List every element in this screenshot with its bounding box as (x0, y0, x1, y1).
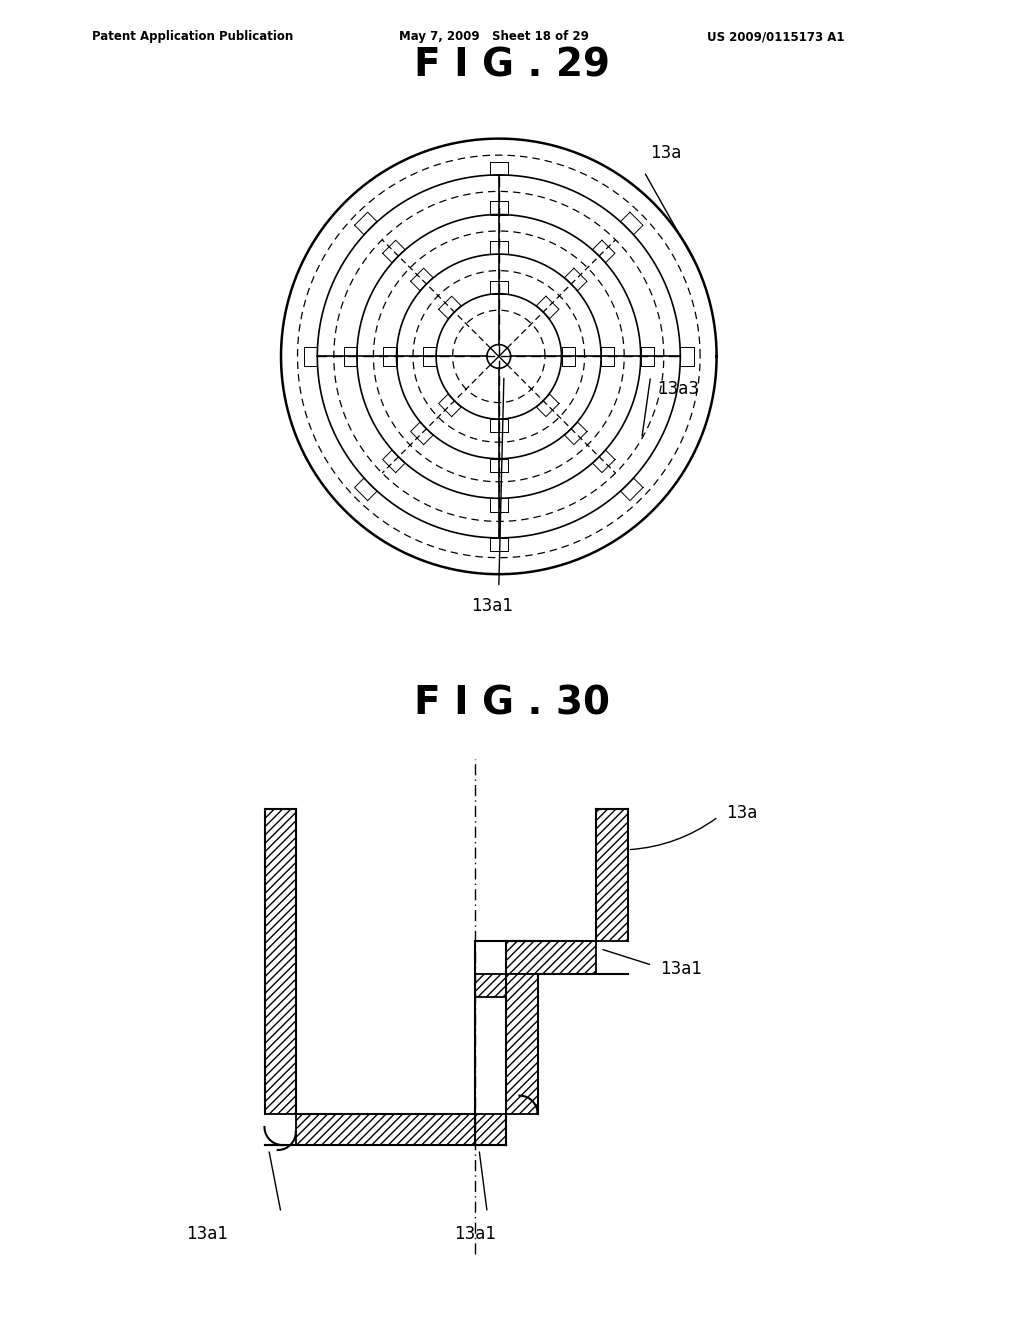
Polygon shape (264, 808, 296, 1114)
Text: US 2009/0115173 A1: US 2009/0115173 A1 (707, 30, 844, 44)
Polygon shape (506, 940, 596, 974)
Text: 13a1: 13a1 (471, 597, 513, 615)
Text: 13a: 13a (650, 144, 682, 162)
Text: F I G . 30: F I G . 30 (414, 685, 610, 723)
Text: 13a: 13a (726, 804, 758, 821)
Text: F I G . 29: F I G . 29 (414, 46, 610, 84)
Text: May 7, 2009   Sheet 18 of 29: May 7, 2009 Sheet 18 of 29 (399, 30, 589, 44)
Text: 13a1: 13a1 (454, 1225, 496, 1243)
Polygon shape (296, 1114, 475, 1144)
Text: 13a1: 13a1 (660, 961, 702, 978)
Text: 13a3: 13a3 (657, 380, 699, 397)
Text: Patent Application Publication: Patent Application Publication (92, 30, 294, 44)
Polygon shape (506, 974, 538, 1114)
Polygon shape (475, 1114, 506, 1144)
Text: 13a1: 13a1 (185, 1225, 227, 1243)
Polygon shape (475, 974, 506, 997)
Polygon shape (596, 808, 628, 940)
